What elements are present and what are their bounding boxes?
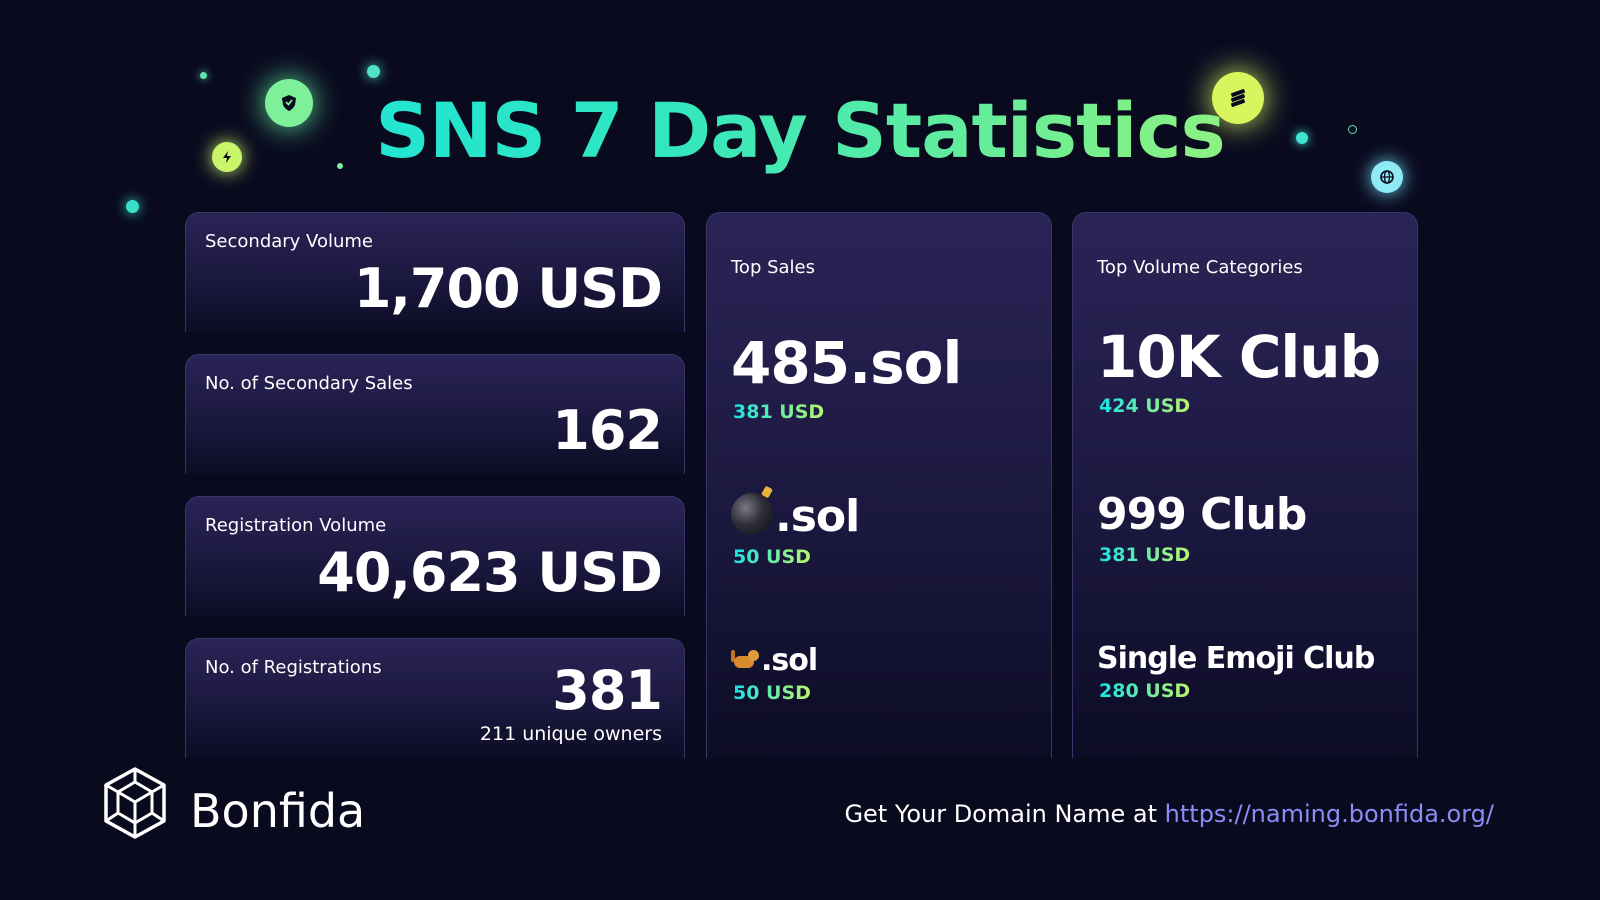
bomb-emoji-icon: [731, 493, 773, 535]
decor-dot: [126, 200, 139, 213]
column-label: Top Sales: [731, 257, 816, 278]
decor-dot: [200, 72, 207, 79]
stat-value: 40,623 USD: [317, 541, 663, 604]
bonfida-logo-icon: [102, 766, 168, 844]
domain-name: 485.sol: [731, 329, 962, 397]
category-name: 999 Club: [1097, 489, 1307, 540]
decor-dot: [1296, 132, 1308, 144]
category-volume: 280 USD: [1099, 680, 1191, 702]
stat-card-registration-volume: Registration Volume 40,623 USD: [185, 496, 685, 616]
stat-label: No. of Registrations: [205, 657, 382, 678]
stat-value: 162: [552, 399, 663, 462]
stat-value: 1,700 USD: [353, 257, 663, 320]
page-title: SNS 7 Day Statistics: [0, 86, 1600, 175]
top-sale-item: 485.sol 381 USD: [731, 329, 962, 423]
top-sale-item: .sol 50 USD: [731, 491, 860, 568]
category-name: 10K Club: [1097, 323, 1381, 391]
shield-icon: [265, 79, 313, 127]
sale-price: 50 USD: [733, 546, 811, 568]
sale-price: 50 USD: [733, 682, 811, 704]
domain-name: .sol: [775, 491, 860, 542]
globe-icon: [1371, 161, 1403, 193]
naming-link[interactable]: https://naming.bonfida.org/: [1164, 800, 1494, 828]
lightning-icon: [212, 142, 242, 172]
domain-name: .sol: [761, 643, 818, 678]
decor-ring: [1348, 125, 1357, 134]
category-item: 10K Club 424 USD: [1097, 323, 1381, 417]
category-item: Single Emoji Club 280 USD: [1097, 641, 1375, 702]
stat-card-registrations: No. of Registrations 381 211 unique owne…: [185, 638, 685, 758]
stat-card-secondary-volume: Secondary Volume 1,700 USD: [185, 212, 685, 332]
cat-emoji-icon: [731, 648, 759, 672]
cash-stack-icon: [1212, 72, 1264, 124]
brand-name: Bonfida: [190, 784, 366, 838]
column-label: Top Volume Categories: [1097, 257, 1303, 278]
category-item: 999 Club 381 USD: [1097, 489, 1307, 566]
top-sales-card: Top Sales 485.sol 381 USD .sol 50 USD .s…: [706, 212, 1052, 758]
stat-subtext: 211 unique owners: [479, 723, 662, 745]
footer-cta: Get Your Domain Name at https://naming.b…: [844, 800, 1494, 828]
stat-label: Registration Volume: [205, 515, 387, 536]
stat-label: No. of Secondary Sales: [205, 373, 413, 394]
stat-label: Secondary Volume: [205, 231, 373, 252]
decor-dot: [337, 163, 343, 169]
top-sale-item: .sol 50 USD: [731, 643, 818, 704]
top-categories-card: Top Volume Categories 10K Club 424 USD 9…: [1072, 212, 1418, 758]
decor-dot: [367, 65, 380, 78]
sale-price: 381 USD: [733, 401, 825, 423]
category-name: Single Emoji Club: [1097, 641, 1375, 676]
cta-text: Get Your Domain Name at: [844, 800, 1158, 828]
stat-value: 381: [552, 659, 663, 722]
category-volume: 381 USD: [1099, 544, 1191, 566]
category-volume: 424 USD: [1099, 395, 1191, 417]
stat-card-secondary-sales: No. of Secondary Sales 162: [185, 354, 685, 474]
